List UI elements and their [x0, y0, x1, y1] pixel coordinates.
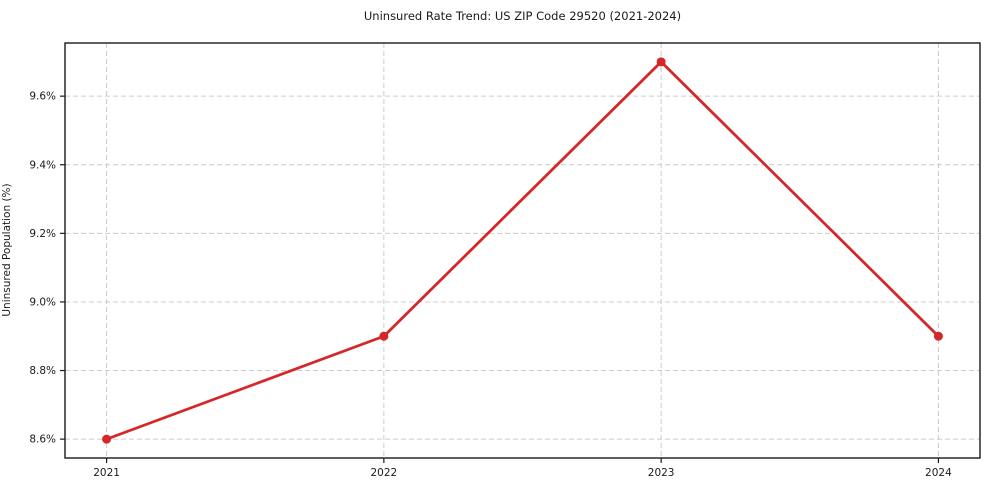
data-point-marker — [102, 434, 112, 444]
y-tick-label: 8.6% — [29, 434, 56, 446]
trend-line — [105, 60, 940, 441]
data-point-marker — [656, 57, 666, 67]
y-tick-label: 9.4% — [29, 159, 56, 171]
plot-border — [64, 42, 981, 459]
data-point-marker — [933, 331, 943, 341]
y-tick-label: 9.2% — [29, 228, 56, 240]
x-tick-label: 2023 — [648, 467, 675, 479]
y-tick-label: 9.0% — [29, 296, 56, 308]
x-tick-label: 2024 — [925, 467, 952, 479]
y-tick-label: 8.8% — [29, 365, 56, 377]
data-point-marker — [379, 331, 389, 341]
x-tick-label: 2022 — [370, 467, 397, 479]
x-tick-label: 2021 — [93, 467, 120, 479]
chart-title: Uninsured Rate Trend: US ZIP Code 29520 … — [363, 9, 682, 23]
y-tick-label: 9.6% — [29, 91, 56, 103]
